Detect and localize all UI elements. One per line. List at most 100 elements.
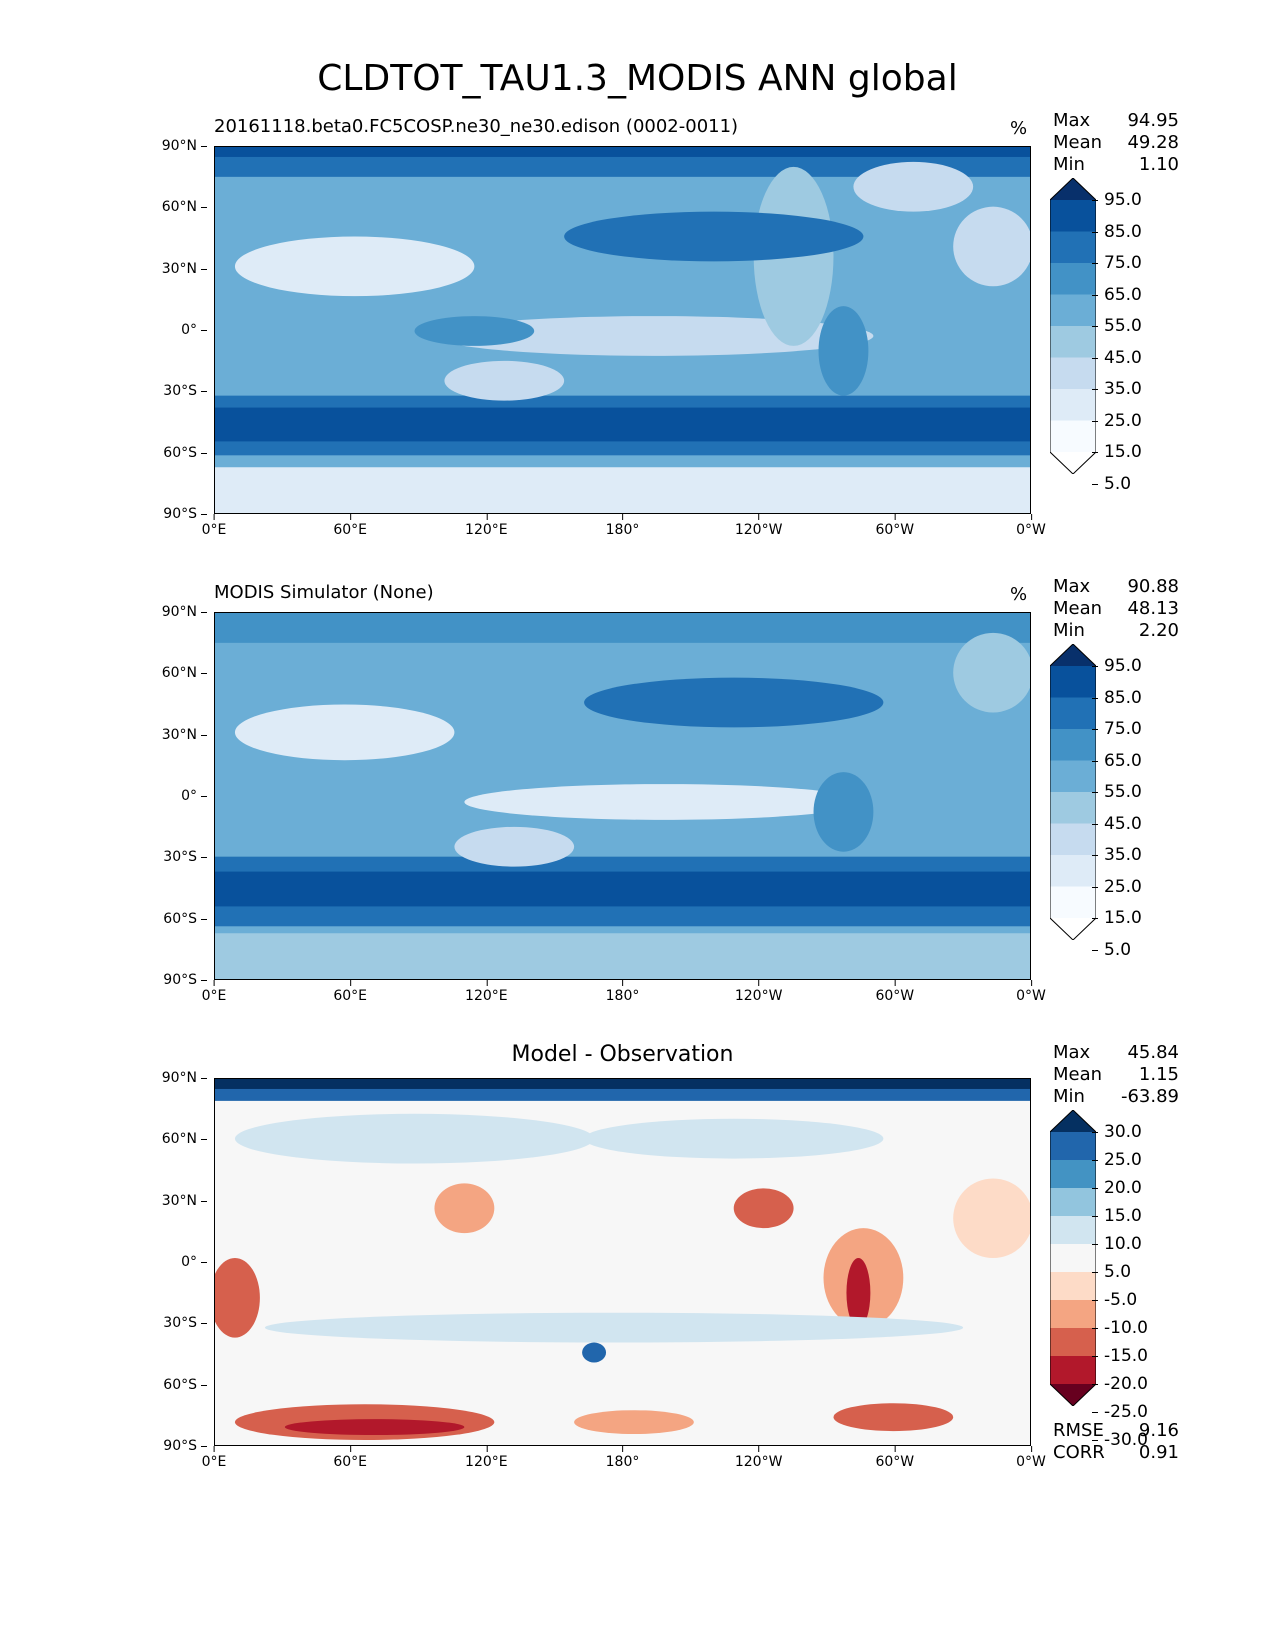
colorbar-extend-max: [1050, 178, 1096, 200]
stat-label: Max: [1053, 1042, 1091, 1063]
colorbar-band: [1050, 666, 1096, 698]
lon-tick-label: 180°: [605, 1446, 640, 1470]
lat-tick-label: 0°: [181, 1254, 207, 1270]
colorbar: [1049, 177, 1097, 475]
colorbar-tick-label: -10.0: [1092, 1318, 1148, 1338]
colorbar-tick-label: 25.0: [1092, 410, 1142, 431]
panel-title: MODIS Simulator (None): [214, 582, 434, 603]
colorbar-tick-label: 55.0: [1092, 316, 1142, 336]
stat-value: 94.95: [1127, 110, 1179, 131]
lat-tick-label: 60°N: [161, 199, 208, 216]
colorbar-tick-label: 10.0: [1092, 1234, 1142, 1254]
lon-tick-label: 120°E: [465, 514, 508, 538]
map-model: [214, 146, 1031, 514]
colorbar-tick-label: 85.0: [1092, 687, 1142, 708]
colorbar-band: [1050, 1328, 1096, 1357]
colorbar-band: [1050, 357, 1096, 390]
rmse-value: 9.16: [1138, 1420, 1179, 1441]
lat-tick-label: 30°S: [163, 1315, 207, 1332]
colorbar-tick-label: 15.0: [1092, 1206, 1142, 1226]
colorbar-tick-label: 45.0: [1092, 347, 1142, 368]
stat-value: -63.89: [1120, 1086, 1179, 1107]
colorbar-tick-label: 15.0: [1092, 908, 1142, 928]
colorbar-band: [1050, 760, 1096, 793]
colorbar-tick-label: 45.0: [1092, 813, 1142, 834]
rmse-label: RMSE: [1053, 1420, 1104, 1441]
lon-tick-label: 120°W: [734, 980, 783, 1004]
colorbar-band: [1050, 1188, 1096, 1217]
stat-value: 1.10: [1138, 154, 1179, 175]
colorbar-tick-label: 15.0: [1092, 442, 1142, 462]
panel-title: Model - Observation: [511, 1042, 734, 1067]
lon-tick-label: 60°E: [333, 1446, 367, 1470]
stat-label: Max: [1053, 576, 1091, 597]
lat-tick-label: 90°N: [161, 138, 208, 154]
lon-tick-label: 120°W: [734, 514, 783, 538]
stat-value: 48.13: [1127, 598, 1179, 619]
colorbar-tick-label: -30.0: [1092, 1430, 1148, 1450]
colorbar: [1049, 643, 1097, 941]
lat-tick-label: 90°S: [163, 1438, 207, 1454]
stat-label: Mean: [1053, 1064, 1103, 1085]
stat-label: Mean: [1053, 132, 1103, 153]
colorbar-extend-min: [1050, 452, 1096, 474]
colorbar-band: [1050, 263, 1096, 295]
colorbar-tick-label: 25.0: [1092, 876, 1142, 897]
lon-tick-label: 60°W: [875, 1446, 915, 1470]
lon-tick-label: 120°W: [734, 1446, 783, 1470]
colorbar-band: [1050, 294, 1096, 327]
colorbar-extend-max: [1050, 644, 1096, 666]
stat-label: Max: [1053, 110, 1091, 131]
lat-tick-label: 90°N: [161, 1070, 208, 1086]
panel-model: 20161118.beta0.FC5COSP.ne30_ne30.edison …: [0, 110, 1275, 576]
lat-tick-label: 0°: [181, 788, 207, 804]
lon-tick-label: 120°E: [465, 1446, 508, 1470]
colorbar-tick-label: 95.0: [1092, 190, 1142, 210]
colorbar-band: [1050, 823, 1096, 856]
colorbar-band: [1050, 1216, 1096, 1245]
map-observation: [214, 612, 1031, 980]
colorbar-band: [1050, 389, 1096, 421]
colorbar-tick-label: -25.0: [1092, 1402, 1148, 1422]
colorbar-band: [1050, 1272, 1096, 1301]
map-difference: [214, 1078, 1031, 1446]
lat-tick-label: 90°N: [161, 604, 208, 620]
colorbar-tick-label: 65.0: [1092, 284, 1142, 305]
colorbar-tick-label: 5.0: [1091, 939, 1132, 960]
colorbar-tick-label: 35.0: [1092, 379, 1142, 399]
colorbar-band: [1050, 855, 1096, 887]
colorbar-tick-label: 30.0: [1092, 1122, 1142, 1142]
colorbar-tick-label: -20.0: [1092, 1374, 1148, 1394]
corr-value: 0.91: [1138, 1442, 1179, 1463]
colorbar-tick-label: -5.0: [1091, 1290, 1138, 1310]
lon-tick-label: 0°E: [201, 980, 227, 1004]
lat-tick-label: 30°N: [161, 726, 208, 743]
lat-tick-label: 0°: [181, 322, 207, 338]
colorbar-tick-label: 5.0: [1091, 1262, 1132, 1282]
lat-tick-label: 60°S: [163, 910, 207, 927]
corr-label: CORR: [1053, 1442, 1105, 1463]
stats-box: Max 90.88 Mean 48.13 Min 2.20: [1053, 576, 1179, 642]
colorbar-band: [1050, 200, 1096, 232]
lon-tick-label: 60°E: [333, 980, 367, 1004]
metrics-box: RMSE 9.16 CORR 0.91: [1053, 1420, 1179, 1464]
colorbar-band: [1050, 1132, 1096, 1161]
stat-value: 90.88: [1127, 576, 1179, 597]
unit-label: %: [1010, 584, 1028, 605]
colorbar: [1049, 1109, 1097, 1407]
stat-label: Mean: [1053, 598, 1103, 619]
colorbar-band: [1050, 886, 1096, 919]
lat-tick-label: 60°S: [163, 1376, 207, 1393]
stats-box: Max 45.84 Mean 1.15 Min -63.89: [1053, 1042, 1179, 1108]
colorbar-band: [1050, 1300, 1096, 1329]
stat-value: 1.15: [1138, 1064, 1179, 1085]
lon-tick-label: 0°W: [1016, 1446, 1046, 1470]
lon-tick-label: 0°W: [1016, 980, 1046, 1004]
lon-tick-label: 180°: [605, 514, 640, 538]
stat-label: Min: [1053, 620, 1085, 641]
lat-tick-label: 60°S: [163, 444, 207, 461]
unit-label: %: [1010, 118, 1028, 139]
colorbar-tick-label: 75.0: [1092, 719, 1142, 739]
lon-tick-label: 60°E: [333, 514, 367, 538]
lat-tick-label: 30°N: [161, 260, 208, 277]
